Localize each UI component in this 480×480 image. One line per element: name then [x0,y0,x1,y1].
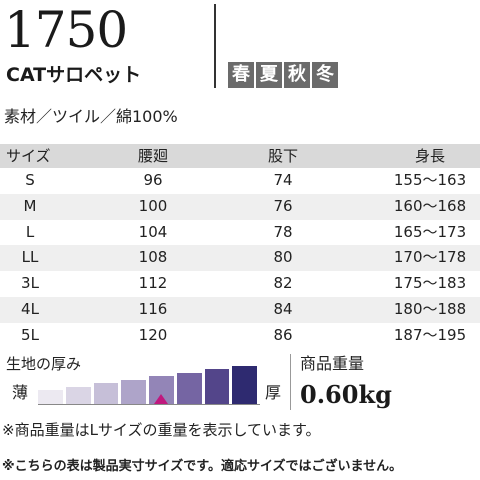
cell-size: 4L [21,299,39,318]
cell-inseam: 74 [273,171,293,189]
product-number: 1750 [4,1,128,59]
cell-waist: 96 [143,171,163,189]
cell-waist: 108 [138,248,168,267]
header-waist: 腰廻 [137,147,168,165]
table-row: 4L 116 84 180〜188 [0,296,480,323]
cell-waist: 100 [138,196,168,215]
cell-height: 180〜188 [393,299,467,318]
thickness-axis [38,404,260,405]
fabric-thickness-title: 生地の厚み [6,355,82,373]
season-badge-spring: 春 [228,62,254,88]
cell-height: 165〜173 [393,222,467,241]
thickness-scale [38,366,260,404]
material-text: 素材／ツイル／綿100% [4,107,178,126]
size-table-header: サイズ 腰廻 股下 身長 [0,144,480,168]
weight-divider [290,354,291,410]
cell-inseam: 86 [273,325,293,344]
thickness-bar [121,379,146,404]
header-inseam: 股下 [267,147,298,165]
cell-waist: 120 [138,325,168,344]
season-badges: 春 夏 秋 冬 [228,62,338,88]
season-badge-autumn: 秋 [284,62,310,88]
cell-size: LL [21,248,39,267]
table-row: 5L 120 86 187〜195 [0,323,480,349]
weight-footnote: ※商品重量はLサイズの重量を表示しています。 [2,421,321,439]
header-height: 身長 [414,147,445,165]
thick-label: 厚 [265,383,282,402]
cell-height: 187〜195 [393,325,467,344]
header-divider [214,4,216,88]
cell-inseam: 80 [273,248,293,267]
cell-waist: 116 [138,299,168,318]
thickness-bar [93,383,119,404]
season-badge-summer: 夏 [256,62,282,88]
size-table: サイズ 腰廻 股下 身長 S 96 74 155〜163 M 100 76 16… [0,144,480,349]
thickness-bar [204,369,230,404]
cell-size: S [25,171,35,189]
size-footnote: ※こちらの表は製品実寸サイズです。適応サイズではございません。 [2,459,403,474]
cell-height: 155〜163 [393,171,467,189]
table-row: LL 108 80 170〜178 [0,245,480,272]
table-row: M 100 76 160〜168 [0,193,480,220]
table-row: L 104 78 165〜173 [0,220,480,246]
weight-title: 商品重量 [300,354,365,373]
cell-waist: 112 [138,274,168,293]
cell-inseam: 82 [273,274,293,293]
cell-height: 170〜178 [393,248,467,267]
table-row: 3L 112 82 175〜183 [0,271,480,297]
thickness-bar [176,372,202,404]
product-name: CATサロペット [6,64,142,86]
thickness-bar [38,389,63,404]
cell-size: L [25,222,35,241]
cell-inseam: 78 [273,222,293,241]
weight-value: 0.60kg [300,380,392,409]
cell-inseam: 84 [273,299,293,318]
thickness-bar [232,366,257,404]
thickness-marker-icon [154,394,169,404]
header-size: サイズ [6,147,51,165]
season-badge-winter: 冬 [312,62,338,88]
cell-size: 3L [21,274,39,293]
thickness-bar [65,386,91,404]
table-row: S 96 74 155〜163 [0,168,480,194]
cell-size: M [23,196,37,215]
cell-height: 160〜168 [393,196,467,215]
cell-waist: 104 [138,222,168,241]
cell-size: 5L [21,325,39,344]
cell-height: 175〜183 [393,274,467,293]
cell-inseam: 76 [273,196,293,215]
thin-label: 薄 [12,383,29,402]
